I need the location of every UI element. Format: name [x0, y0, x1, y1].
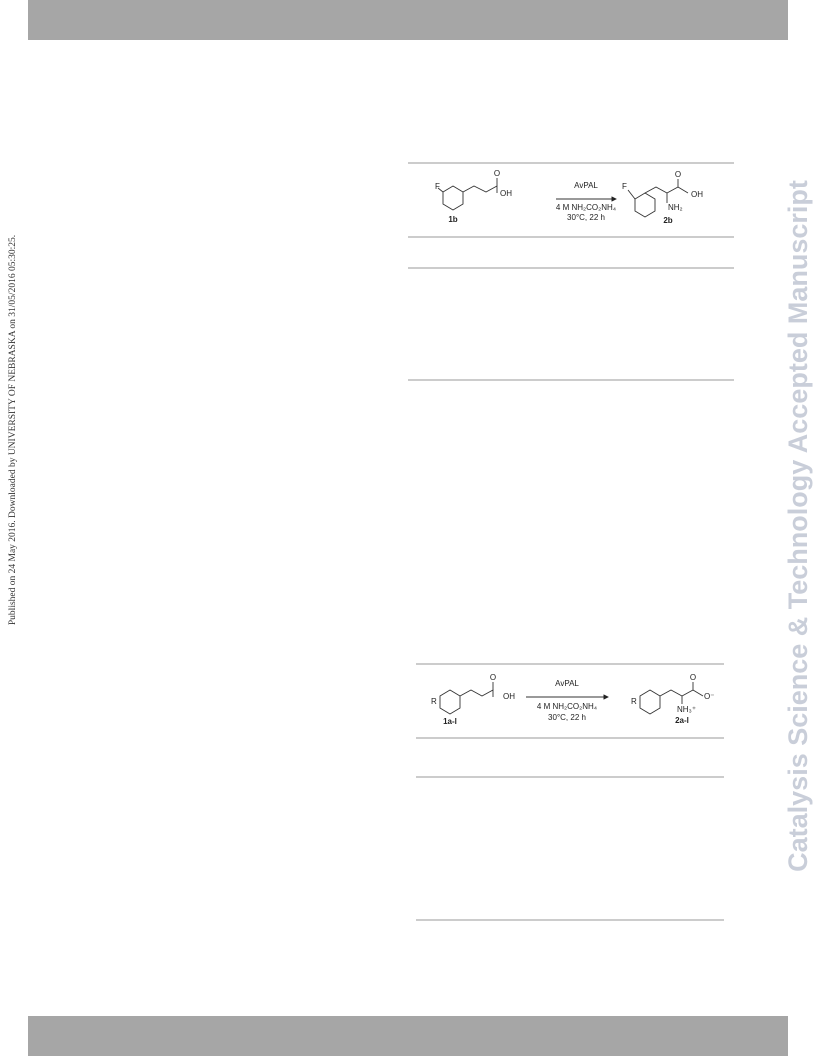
- table-2: [416, 663, 724, 921]
- footer-bar: [28, 1016, 788, 1056]
- scheme-1: F O OH 1b AvPAL 4 M NH₂CO₂NH₄ 30°C, 22 h…: [435, 169, 703, 225]
- substituent: R: [631, 697, 637, 706]
- carbonyl: O: [675, 170, 681, 179]
- carbonyl: O: [690, 673, 696, 682]
- acid: O⁻: [704, 692, 714, 701]
- acid: OH: [691, 190, 703, 199]
- watermark: Catalysis Science & Technology Accepted …: [783, 180, 813, 872]
- substituent: R: [431, 697, 437, 706]
- reagent: 4 M NH₂CO₂NH₄: [537, 702, 597, 711]
- reagent: 4 M NH₂CO₂NH₄: [556, 203, 616, 212]
- compound-label: 1b: [448, 215, 457, 224]
- enzyme: AvPAL: [574, 181, 598, 190]
- substituent: F: [435, 182, 440, 191]
- carbonyl: O: [490, 673, 496, 682]
- compound-label: 2b: [663, 216, 672, 225]
- publication-note: Published on 24 May 2016. Downloaded by …: [8, 235, 18, 625]
- table-1: [408, 162, 734, 381]
- compound-label: 1a-l: [443, 717, 457, 726]
- conditions: 30°C, 22 h: [567, 213, 605, 222]
- acid: OH: [503, 692, 515, 701]
- amine: NH₂: [668, 203, 683, 212]
- header-bar: [28, 0, 788, 40]
- compound-label: 2a-l: [675, 716, 689, 725]
- acid: OH: [500, 189, 512, 198]
- conditions: 30°C, 22 h: [548, 713, 586, 722]
- enzyme: AvPAL: [555, 679, 579, 688]
- carbonyl: O: [494, 169, 500, 178]
- amine: NH₃⁺: [677, 705, 696, 714]
- scheme-2: R O OH 1a-l AvPAL 4 M NH₂CO₂NH₄ 30°C, 22…: [431, 673, 714, 726]
- substituent: F: [622, 182, 627, 191]
